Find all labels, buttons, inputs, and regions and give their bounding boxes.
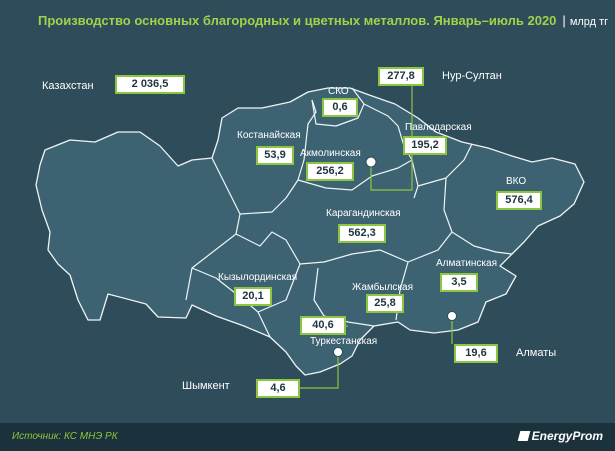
national-label: Казахстан [42,80,94,92]
almaty-region-value: 3,5 [440,273,478,292]
source-note: Источник: КС МНЭ РК [12,431,118,442]
kyzylorda-value: 20,1 [234,287,272,306]
brand-mark-icon [517,431,530,441]
sko-label: СКО [328,86,349,97]
turkestan-value: 40,6 [300,316,346,335]
border-karaganda-south [235,231,453,265]
shymkent-value: 4,6 [256,379,300,398]
turkestan-label: Туркестанская [310,336,378,347]
border-pavlodar-east [417,143,473,187]
nur-sultan-value: 277,8 [378,67,424,86]
border-vko [443,177,513,255]
national-value: 2 036,5 [115,75,185,94]
karaganda-label: Карагандинская [326,208,401,219]
akmola-value: 256,2 [306,162,354,181]
karaganda-value: 562,3 [338,224,386,243]
brand-logo: EnergyProm [517,429,603,443]
shymkent-label: Шымкент [182,380,230,392]
kyzylorda-label: Кызылординская [218,272,298,283]
vko-value: 576,4 [496,191,542,210]
border-turkestan-zhambyl [257,263,301,313]
nur-sultan-marker [365,156,377,168]
sko-value: 0,6 [322,98,358,117]
border-akmola-karaganda [297,159,413,191]
footer: Источник: КС МНЭ РК EnergyProm [0,423,615,451]
leader-shymkent [296,356,339,389]
zhambyl-value: 25,8 [366,294,404,313]
nur-sultan-label: Нур-Султан [442,70,502,82]
zhambyl-label: Жамбылская [352,282,413,293]
kostanay-label: Костанайская [237,130,301,141]
pavlodar-label: Павлодарская [405,122,472,133]
border-west [185,157,241,301]
page-title: Производство основных благородных и цвет… [38,13,557,28]
almaty-label: Алматы [516,347,557,359]
border-sko [311,87,365,127]
shymkent-marker [333,347,343,357]
title-row: Производство основных благородных и цвет… [38,12,608,30]
almaty-region-label: Алматинская [436,258,497,269]
kostanay-value: 53,9 [256,146,294,165]
title-separator: | [562,13,566,28]
unit-label: млрд тг [569,16,609,28]
pavlodar-value: 195,2 [403,136,447,155]
kazakhstan-outline [35,87,585,376]
akmola-label: Акмолинская [300,148,361,159]
almaty-marker [447,311,457,321]
almaty-value: 19,6 [454,344,498,363]
brand-name: EnergyProm [531,429,603,443]
vko-label: ВКО [506,176,527,187]
